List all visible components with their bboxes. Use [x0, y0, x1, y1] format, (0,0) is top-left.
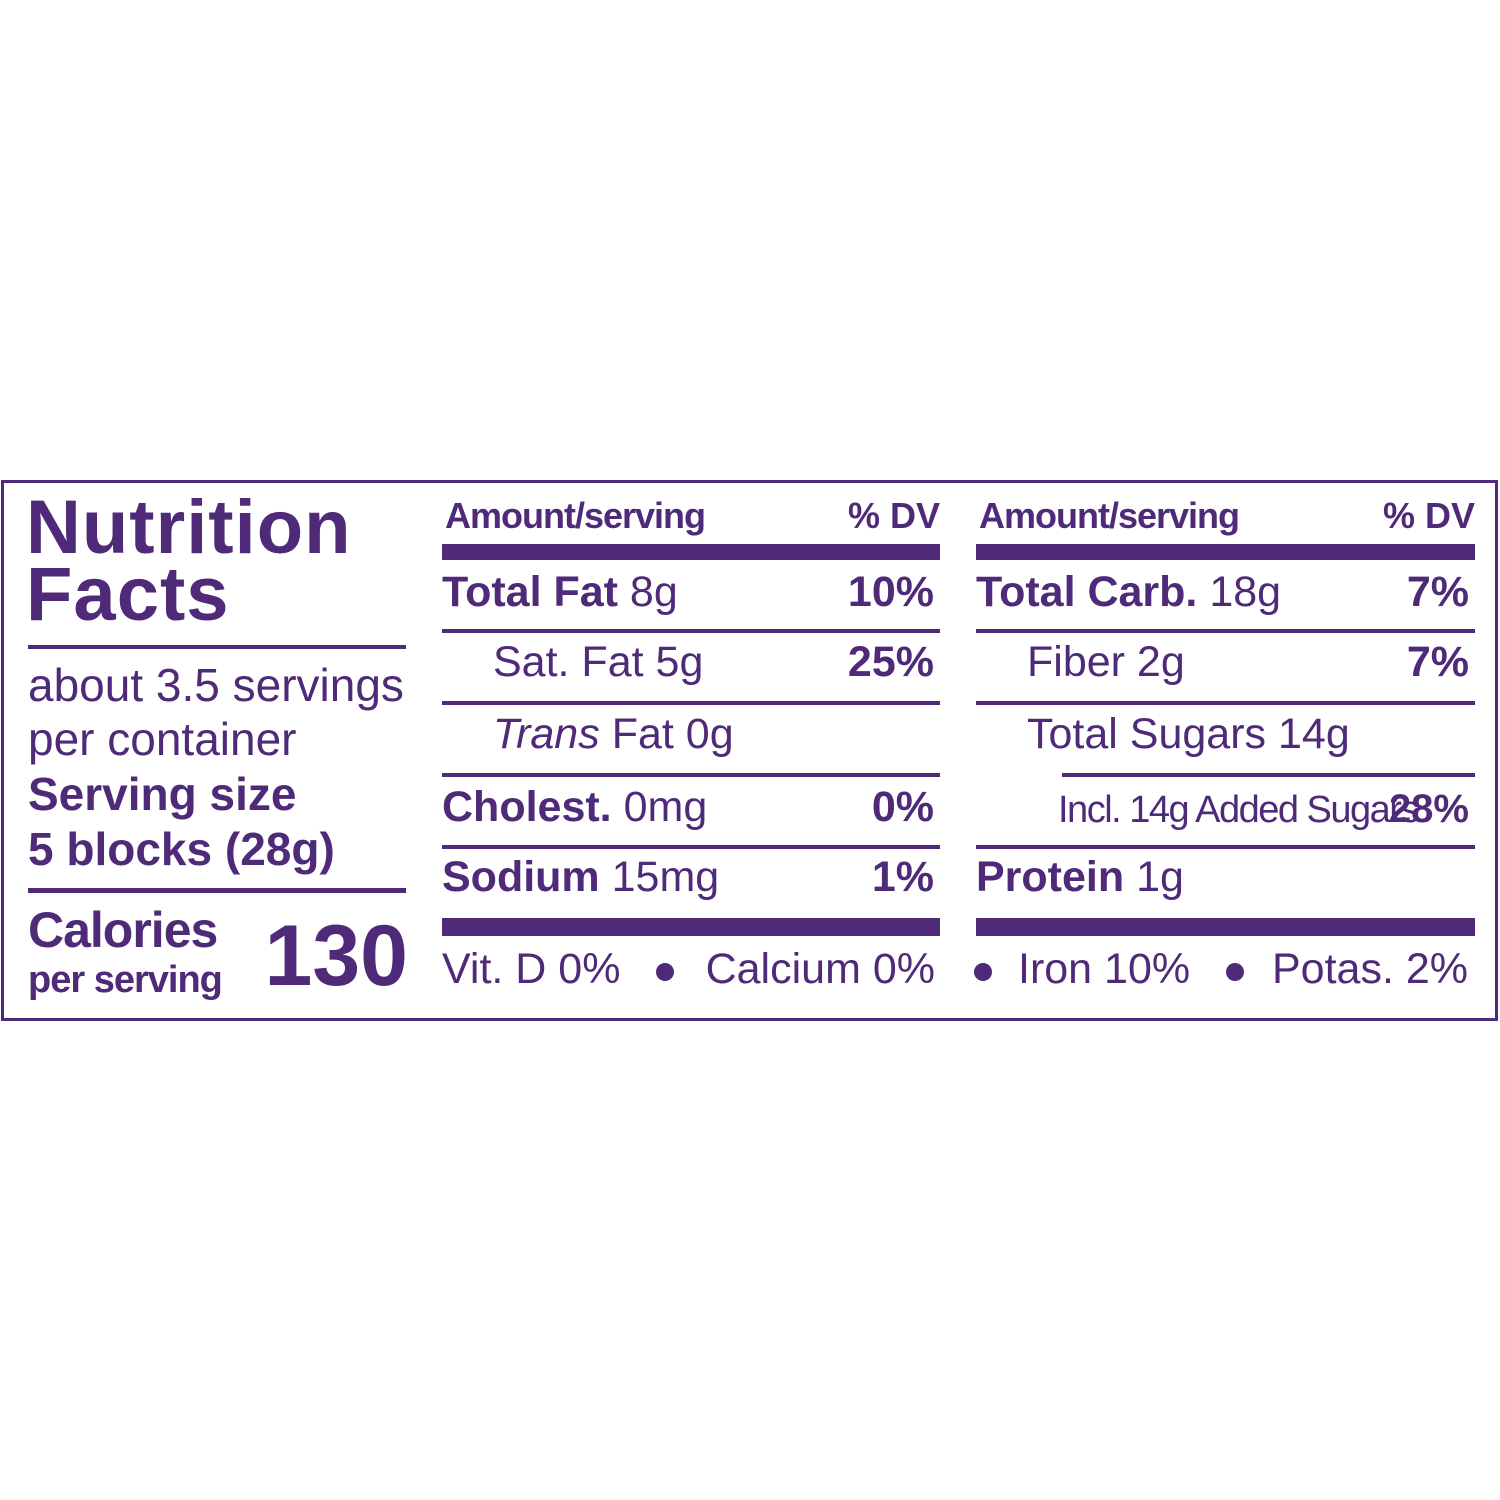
daily-value: 7% [1406, 638, 1469, 687]
text: 0g [685, 710, 734, 759]
text: Incl. 14g Added Sugars [1058, 788, 1419, 831]
rule [976, 918, 1475, 936]
rule [442, 773, 940, 777]
rule [976, 845, 1475, 849]
nutrient-row: Total Fat 8g [442, 571, 678, 614]
header-dv: % DV [1382, 494, 1475, 536]
text: 18g [1209, 568, 1282, 617]
text: Protein [976, 853, 1125, 902]
text: Trans [493, 710, 600, 759]
servings: per container [28, 712, 297, 765]
servings: about 3.5 servings [28, 658, 404, 711]
text: 2g [1136, 638, 1185, 687]
text: 1g [1136, 853, 1184, 902]
bullet [656, 963, 674, 981]
title: Facts [26, 551, 230, 637]
text: Cholest. [442, 783, 612, 832]
text: Total Fat [442, 568, 618, 617]
daily-value: 0% [871, 783, 934, 832]
vitamin: Vit. D 0% [442, 945, 621, 994]
nutrient-row: Trans Fat 0g [493, 713, 734, 756]
vitamin: Iron 10% [1018, 945, 1191, 994]
header-dv: % DV [847, 494, 940, 536]
rule [1062, 773, 1475, 777]
nutrient-row: Sat. Fat 5g [493, 641, 703, 684]
text: 0mg [623, 783, 708, 832]
calories-sublabel: per serving [28, 958, 223, 1001]
bullet [974, 963, 992, 981]
serving-size-label: Serving size [28, 767, 297, 820]
nutrient-row: Total Sugars 14g [1027, 713, 1350, 756]
text: Total Sugars [1027, 710, 1267, 759]
text: Sat. Fat [493, 638, 644, 687]
rule [442, 701, 940, 705]
rule [976, 629, 1475, 633]
serving-size-value: 5 blocks (28g) [28, 822, 335, 875]
calories-label: Calories [28, 902, 218, 958]
text: 15mg [611, 853, 720, 902]
rule [28, 888, 406, 893]
rule [442, 629, 940, 633]
calories-value: 130 [264, 907, 409, 1004]
text: 8g [629, 568, 678, 617]
rule [442, 845, 940, 849]
bullet [1226, 963, 1244, 981]
label-border [1, 480, 1498, 1021]
daily-value: 25% [847, 638, 934, 687]
rule [976, 544, 1475, 560]
rule [28, 645, 406, 649]
header-amount: Amount/serving [445, 494, 706, 536]
text: Fat [611, 710, 674, 759]
nutrient-row: Sodium 15mg [442, 856, 719, 899]
text: Fiber [1027, 638, 1125, 687]
title: Nutrition [26, 484, 352, 570]
daily-value: 1% [871, 853, 934, 902]
nutrient-row: Protein 1g [976, 856, 1184, 899]
rule [442, 918, 940, 936]
rule [442, 544, 940, 560]
text: 5g [655, 638, 704, 687]
text: Sodium [442, 853, 600, 902]
nutrient-row: Fiber 2g [1027, 641, 1185, 684]
daily-value: 28% [1388, 787, 1469, 831]
daily-value: 7% [1406, 568, 1469, 617]
nutrient-row: Cholest. 0mg [442, 786, 707, 829]
text: 14g [1277, 710, 1350, 759]
text: Total Carb. [976, 568, 1198, 617]
nutrient-row: Total Carb. 18g [976, 571, 1281, 614]
rule [976, 701, 1475, 705]
daily-value: 10% [847, 568, 934, 617]
vitamin: Calcium 0% [705, 945, 935, 994]
nutrient-row: Incl. 14g Added Sugars [1058, 788, 1419, 831]
header-amount: Amount/serving [979, 494, 1240, 536]
vitamin: Potas. 2% [1272, 945, 1468, 994]
